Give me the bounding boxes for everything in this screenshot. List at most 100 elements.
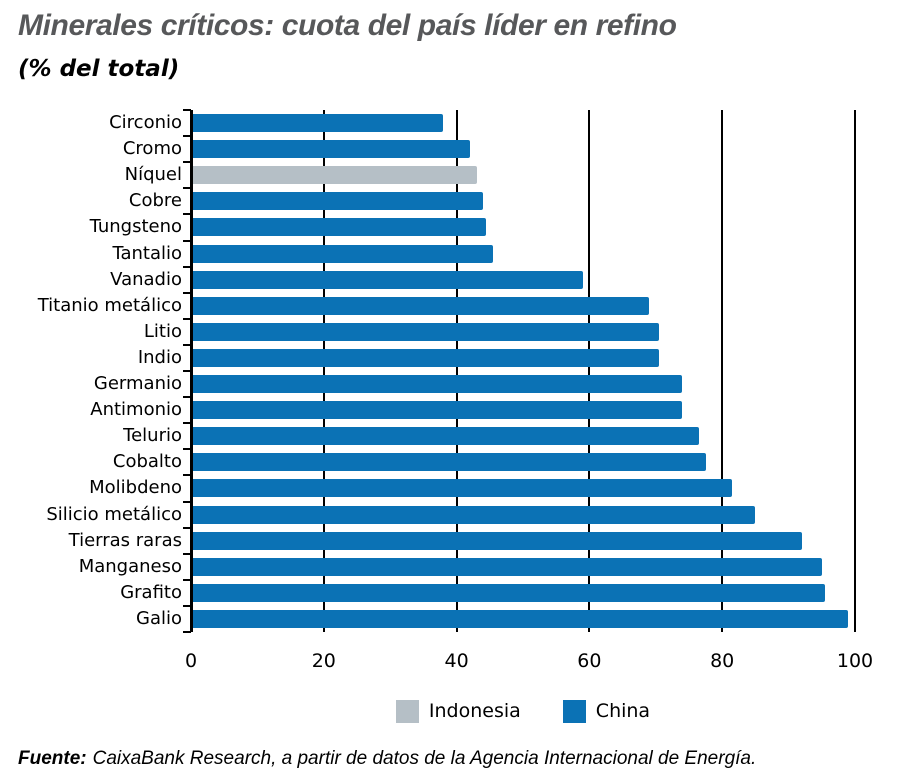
category-label-cromo: Cromo (122, 138, 182, 160)
bar-row-tungsteno: Tungsteno (90, 214, 855, 240)
x-tick-label-80: 80 (710, 650, 735, 672)
bar-row-litio: Litio (144, 319, 855, 345)
bar-cobre (191, 192, 484, 211)
bar-row-manganeso: Manganeso (79, 554, 855, 580)
bar-row-indio: Indio (138, 345, 855, 371)
bar-cromo (191, 140, 470, 159)
bar-indio (191, 348, 660, 367)
bar-row-germanio: Germanio (94, 371, 855, 397)
bar-row-molibdeno: Molibdeno (89, 475, 855, 501)
category-label-cobre: Cobre (128, 190, 182, 212)
x-tick-label-0: 0 (184, 650, 198, 672)
bar-manganeso (191, 557, 822, 576)
bar-row-cromo: Cromo (123, 136, 855, 162)
bar-silicio-metalico (191, 505, 756, 524)
source-prefix: Fuente: (18, 748, 87, 769)
category-label-silicio-metalico: Silicio metálico (46, 503, 182, 525)
gridline-100 (854, 110, 856, 632)
plot-area: Circonio Cromo Níquel Cobre Tungsteno Tantali… (38, 109, 856, 633)
bar-row-grafito: Grafito (120, 580, 855, 606)
bar-tierras-raras (191, 531, 802, 550)
category-label-germanio: Germanio (93, 373, 182, 395)
y-axis-tick (183, 474, 191, 477)
y-axis-tick (183, 187, 191, 190)
bar-row-cobalto: Cobalto (113, 449, 855, 475)
y-axis-tick (183, 578, 191, 581)
y-axis-tick (183, 552, 191, 555)
category-label-indio: Indio (137, 346, 182, 368)
y-axis-tick (183, 213, 191, 216)
category-label-galio: Galio (136, 607, 182, 629)
y-axis-tick (183, 422, 191, 425)
bar-row-telurio: Telurio (123, 423, 855, 449)
category-label-manganeso: Manganeso (78, 555, 182, 577)
category-label-vanadio: Vanadio (110, 268, 182, 290)
bar-circonio (191, 114, 444, 133)
category-label-circonio: Circonio (109, 112, 182, 134)
bar-tungsteno (191, 218, 487, 237)
x-tick-label-20: 20 (311, 650, 336, 672)
category-label-tantalio: Tantalio (112, 242, 182, 264)
bar-cobalto (191, 453, 706, 472)
bar-niquel (191, 166, 477, 185)
y-axis-tick (183, 343, 191, 346)
bar-row-titanio-metalico: Titanio metálico (38, 293, 855, 319)
legend-swatch-indonesia (395, 700, 419, 723)
y-axis-line (190, 110, 193, 632)
y-axis-tick (183, 239, 191, 242)
legend-label-china: China (595, 700, 651, 722)
bar-telurio (191, 427, 699, 446)
category-label-titanio-metalico: Titanio metálico (37, 294, 182, 316)
category-label-cobalto: Cobalto (112, 451, 182, 473)
chart-title: Minerales críticos: cuota del país líder… (18, 9, 677, 42)
y-axis-tick (183, 370, 191, 372)
y-axis-tick (183, 135, 191, 138)
gridline-60 (588, 110, 591, 632)
gridline-80 (721, 110, 724, 632)
source-note: Fuente: CaixaBank Research, a partir de d… (18, 748, 756, 771)
bar-row-niquel: Níquel (125, 162, 855, 188)
gridline-20 (322, 110, 325, 632)
source-text: CaixaBank Research, a partir de datos de… (92, 748, 757, 769)
y-axis-tick (183, 604, 191, 607)
y-axis-tick (183, 631, 191, 633)
bar-row-galio: Galio (136, 606, 855, 632)
y-axis-tick (183, 291, 191, 294)
legend-item-indonesia: Indonesia (395, 700, 521, 723)
y-axis-tick (183, 526, 191, 529)
legend-label-indonesia: Indonesia (428, 700, 521, 722)
bar-galio (191, 609, 849, 628)
y-axis-tick (183, 500, 191, 503)
bar-row-antimonio: Antimonio (90, 397, 855, 423)
bar-molibdeno (191, 479, 733, 498)
category-label-antimonio: Antimonio (90, 399, 182, 421)
y-axis-tick (183, 109, 191, 111)
gridline-40 (455, 110, 458, 632)
y-axis-tick (183, 265, 191, 268)
bar-vanadio (191, 270, 583, 289)
y-axis-tick (183, 396, 191, 399)
legend-item-china: China (562, 700, 651, 723)
bar-tantalio (191, 244, 494, 263)
category-label-telurio: Telurio (123, 425, 182, 447)
legend: Indonesia China (191, 700, 855, 723)
category-label-molibdeno: Molibdeno (89, 477, 182, 499)
bar-grafito (191, 583, 826, 602)
category-label-litio: Litio (143, 320, 182, 342)
category-label-tungsteno: Tungsteno (89, 216, 182, 238)
bar-row-vanadio: Vanadio (110, 267, 855, 293)
y-axis-tick (183, 448, 191, 451)
category-label-grafito: Grafito (120, 581, 182, 603)
category-label-tierras-raras: Tierras raras (68, 529, 182, 551)
legend-swatch-china (562, 700, 586, 723)
x-tick-label-100: 100 (836, 650, 874, 672)
bar-litio (191, 322, 660, 341)
bar-row-circonio: Circonio (109, 110, 855, 136)
category-label-niquel: Níquel (124, 164, 182, 186)
bar-titanio-metalico (191, 296, 650, 315)
bar-antimonio (191, 401, 683, 420)
bar-row-silicio-metalico: Silicio metálico (46, 502, 855, 528)
x-tick-label-60: 60 (577, 650, 602, 672)
x-axis: 0 20 40 60 80 100 (185, 650, 873, 674)
